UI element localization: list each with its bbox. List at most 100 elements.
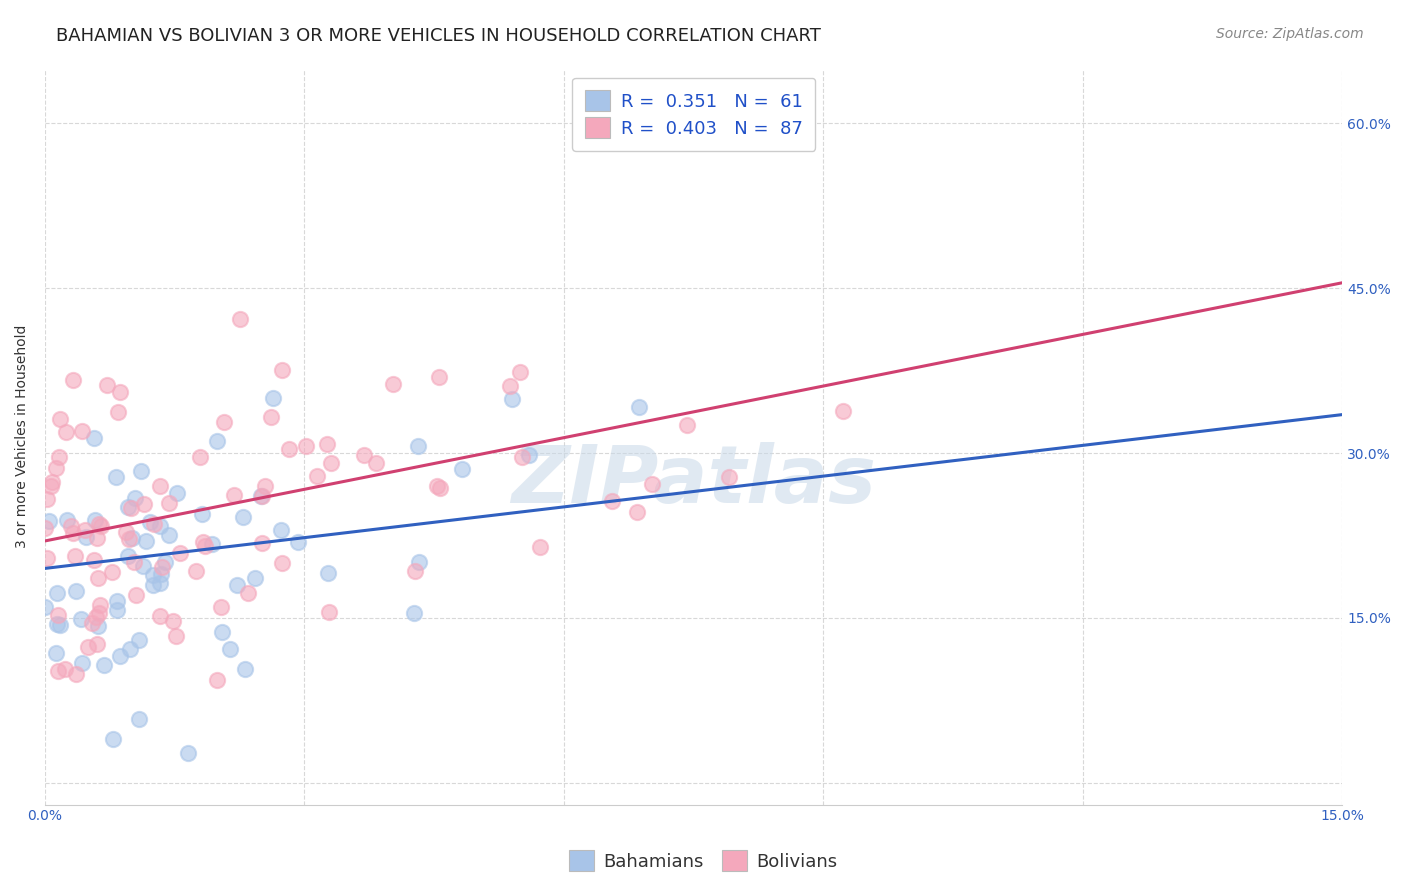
Point <box>46 586 69 600</box>
Point <box>120 642 142 657</box>
Point <box>408 556 430 570</box>
Point <box>135 534 157 549</box>
Point <box>364 456 387 470</box>
Point <box>295 439 318 453</box>
Point <box>45 617 67 632</box>
Point <box>139 515 162 529</box>
Point <box>600 494 623 508</box>
Point <box>404 564 426 578</box>
Point <box>260 409 283 424</box>
Point <box>83 553 105 567</box>
Point <box>84 513 107 527</box>
Point <box>169 546 191 560</box>
Point <box>75 523 97 537</box>
Point <box>149 575 172 590</box>
Point <box>427 370 450 384</box>
Point <box>194 539 217 553</box>
Point <box>49 412 72 426</box>
Legend: Bahamians, Bolivians: Bahamians, Bolivians <box>561 843 845 879</box>
Point <box>509 365 531 379</box>
Point <box>108 384 131 399</box>
Point <box>62 525 84 540</box>
Point <box>117 549 139 563</box>
Point <box>108 649 131 664</box>
Point <box>115 524 138 539</box>
Point <box>117 500 139 514</box>
Point <box>250 489 273 503</box>
Point <box>212 415 235 429</box>
Point <box>45 647 67 661</box>
Point <box>34 600 56 615</box>
Point <box>219 641 242 656</box>
Point <box>211 600 233 615</box>
Point <box>80 615 103 630</box>
Point <box>287 534 309 549</box>
Point <box>35 550 58 565</box>
Point <box>641 476 664 491</box>
Point <box>48 607 70 622</box>
Point <box>501 392 523 406</box>
Point <box>628 400 651 414</box>
Point <box>34 521 56 535</box>
Legend: R =  0.351   N =  61, R =  0.403   N =  87: R = 0.351 N = 61, R = 0.403 N = 87 <box>572 78 815 151</box>
Point <box>402 606 425 620</box>
Point <box>191 534 214 549</box>
Point <box>107 594 129 608</box>
Point <box>832 403 855 417</box>
Point <box>96 378 118 392</box>
Point <box>262 391 284 405</box>
Point <box>270 523 292 537</box>
Point <box>382 376 405 391</box>
Point <box>250 490 273 504</box>
Point <box>45 460 67 475</box>
Point <box>499 379 522 393</box>
Point <box>55 425 77 439</box>
Point <box>70 425 93 439</box>
Point <box>319 456 342 470</box>
Point <box>132 558 155 573</box>
Point <box>229 312 252 326</box>
Point <box>120 500 142 515</box>
Point <box>250 536 273 550</box>
Text: Source: ZipAtlas.com: Source: ZipAtlas.com <box>1216 27 1364 41</box>
Point <box>201 537 224 551</box>
Point <box>122 555 145 569</box>
Point <box>41 475 63 489</box>
Point <box>128 712 150 726</box>
Point <box>316 566 339 580</box>
Point <box>157 528 180 542</box>
Point <box>718 470 741 484</box>
Point <box>676 418 699 433</box>
Point <box>86 637 108 651</box>
Point <box>87 619 110 633</box>
Point <box>65 583 87 598</box>
Point <box>87 571 110 585</box>
Point <box>87 607 110 621</box>
Point <box>129 464 152 478</box>
Point <box>177 746 200 760</box>
Point <box>104 470 127 484</box>
Point <box>149 479 172 493</box>
Point <box>87 517 110 532</box>
Point <box>142 567 165 582</box>
Point <box>56 513 79 527</box>
Point <box>157 496 180 510</box>
Point <box>626 505 648 519</box>
Point <box>315 437 337 451</box>
Point <box>124 491 146 505</box>
Point <box>90 518 112 533</box>
Point <box>429 481 451 495</box>
Point <box>270 363 292 377</box>
Point <box>254 479 277 493</box>
Point <box>271 556 294 570</box>
Point <box>143 516 166 531</box>
Point <box>305 469 328 483</box>
Point <box>155 555 177 569</box>
Point <box>205 673 228 688</box>
Text: BAHAMIAN VS BOLIVIAN 3 OR MORE VEHICLES IN HOUSEHOLD CORRELATION CHART: BAHAMIAN VS BOLIVIAN 3 OR MORE VEHICLES … <box>56 27 821 45</box>
Text: ZIPatlas: ZIPatlas <box>512 442 876 520</box>
Point <box>107 405 129 419</box>
Point <box>510 450 533 464</box>
Point <box>149 519 172 533</box>
Point <box>233 662 256 676</box>
